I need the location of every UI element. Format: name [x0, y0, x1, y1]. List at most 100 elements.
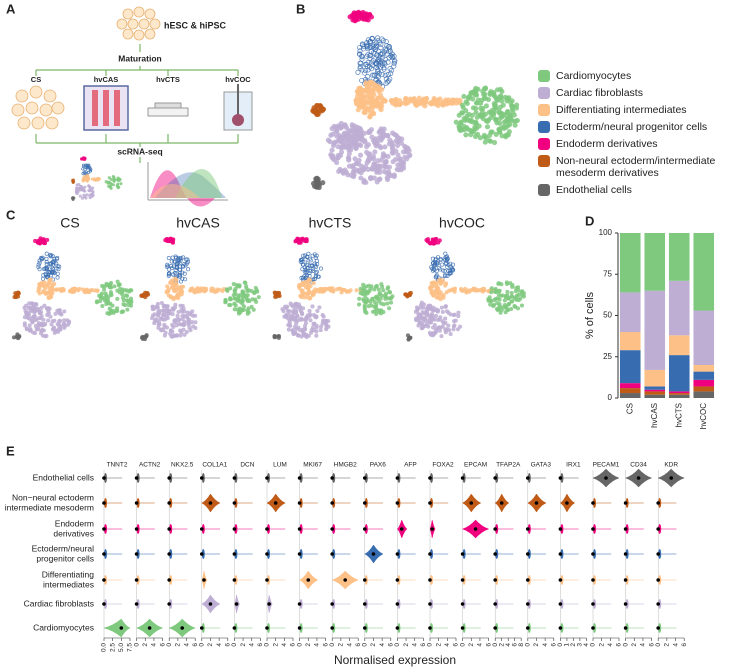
- umap-point: [501, 123, 507, 130]
- umap-point: [512, 118, 519, 124]
- umap-point: [383, 80, 389, 87]
- median-dot: [330, 501, 335, 505]
- umap-point: [448, 261, 453, 266]
- umap-point: [73, 287, 79, 292]
- umap-point: [300, 236, 305, 242]
- x-tick-label: 6: [322, 643, 329, 647]
- umap-point: [56, 267, 61, 272]
- umap-point: [390, 146, 396, 152]
- x-tick-label: 4: [248, 643, 255, 647]
- umap-point: [370, 297, 375, 302]
- umap-point: [402, 154, 408, 160]
- umap-point: [452, 312, 457, 317]
- umap-point: [431, 261, 436, 266]
- median-dot: [558, 578, 563, 582]
- umap-point: [497, 115, 503, 121]
- umap-point: [489, 299, 494, 304]
- umap-point: [386, 169, 392, 175]
- umap-point: [161, 304, 166, 309]
- median-dot: [102, 476, 106, 480]
- x-tick-label: 4: [640, 643, 647, 647]
- umap-point: [509, 103, 515, 110]
- median-dot: [330, 527, 335, 531]
- umap-point: [370, 50, 377, 56]
- umap-point: [346, 128, 352, 134]
- umap-point: [505, 289, 510, 294]
- umap-point: [179, 288, 184, 293]
- umap-point: [352, 156, 358, 162]
- umap-point: [104, 293, 109, 298]
- umap-point: [497, 288, 502, 293]
- umap-point: [381, 66, 387, 72]
- umap-point: [461, 93, 467, 99]
- umap-point: [362, 298, 367, 303]
- umap-point: [339, 134, 345, 140]
- gene-label: COL1A1: [202, 462, 227, 469]
- umap-point: [387, 66, 393, 72]
- umap: [272, 236, 395, 340]
- panel-label: C: [6, 207, 16, 222]
- umap-point: [436, 295, 441, 300]
- umap-point: [373, 304, 378, 309]
- gene-label: GATA3: [531, 462, 552, 469]
- umap-point: [362, 61, 369, 68]
- umap-point: [307, 271, 312, 276]
- umap-point: [105, 311, 110, 316]
- umap-point: [67, 320, 72, 325]
- umap-point: [30, 319, 35, 325]
- x-tick-label: 0: [459, 643, 466, 647]
- umap-point: [333, 128, 339, 134]
- umap-point: [180, 313, 185, 319]
- umap-point: [330, 142, 337, 149]
- bar-segment: [619, 233, 641, 293]
- umap-point: [378, 296, 383, 301]
- umap-point: [288, 316, 293, 321]
- umap-point: [47, 271, 52, 276]
- bar-segment: [668, 280, 690, 336]
- umap-point: [382, 72, 388, 78]
- x-tick-label: 0: [525, 643, 532, 647]
- median-dot: [167, 476, 171, 480]
- umap-point: [166, 273, 171, 278]
- umap-point: [175, 293, 180, 298]
- umap-point: [100, 283, 105, 289]
- umap-point: [483, 103, 489, 109]
- median-dot: [297, 626, 302, 630]
- legend-label: Non-neural ectoderm/intermediate mesoder…: [556, 155, 716, 179]
- umap-point: [377, 292, 382, 297]
- median-dot: [167, 578, 171, 582]
- umap-point: [37, 310, 42, 315]
- umap-point: [50, 254, 55, 259]
- umap-point: [119, 182, 123, 186]
- umap-point: [358, 291, 363, 296]
- median-dot: [499, 501, 504, 505]
- umap-point: [140, 334, 145, 339]
- umap-point: [162, 333, 167, 338]
- umap-point: [144, 291, 150, 296]
- umap-point: [42, 303, 47, 308]
- umap-point: [443, 304, 448, 309]
- umap-point: [361, 43, 367, 50]
- umap-point: [107, 306, 112, 311]
- legend-swatch: [538, 87, 550, 99]
- umap-point: [193, 313, 198, 318]
- umap-point: [445, 264, 450, 270]
- umap-point: [211, 286, 216, 292]
- umap-point: [400, 149, 407, 155]
- umap-point: [407, 96, 413, 102]
- umap-point: [128, 288, 133, 293]
- umap-point: [108, 181, 112, 185]
- umap-point: [505, 108, 511, 115]
- umap-point: [413, 102, 419, 108]
- umap-point: [437, 317, 442, 322]
- umap-point: [496, 281, 501, 286]
- umap-point: [510, 109, 516, 115]
- umap-point: [182, 321, 187, 327]
- umap-point: [47, 277, 52, 282]
- umap-point: [159, 301, 164, 306]
- umap-point: [408, 290, 413, 296]
- x-tick-label: 0: [362, 643, 369, 647]
- median-dot: [591, 527, 595, 531]
- umap-point: [15, 294, 21, 299]
- legend-swatch: [538, 155, 550, 167]
